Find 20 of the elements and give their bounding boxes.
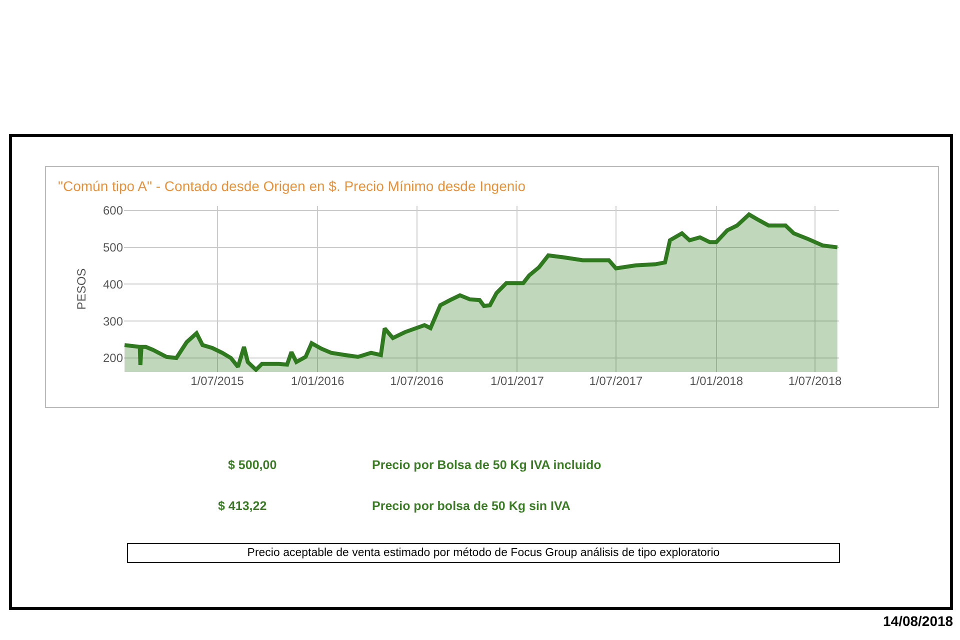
text: Precio por Bolsa de 50 Kg IVA incluido: [372, 458, 602, 472]
text: $ 413,22: [218, 499, 267, 513]
x-tick-label: 1/01/2016: [290, 374, 345, 388]
x-tick-label: 1/07/2016: [390, 374, 444, 388]
x-tick-label: 1/07/2017: [589, 374, 643, 388]
x-tick-label: 1/01/2018: [690, 374, 744, 388]
y-axis-title: PESOS: [74, 268, 88, 310]
y-tick-label: 500: [102, 240, 124, 255]
x-tick-label: 1/07/2015: [190, 374, 244, 388]
y-tick-label: 200: [102, 351, 124, 366]
x-tick-label: 1/01/2017: [490, 374, 544, 388]
y-tick-label: 400: [102, 277, 124, 292]
text: Precio aceptable de venta estimado por método de Focus Group análisis de tipo exploratorio: [247, 547, 720, 559]
y-tick-label: 600: [102, 204, 124, 218]
chart-title: "Común tipo A" - Contado desde Origen en $. Precio Mínimo desde Ingenio: [58, 178, 526, 194]
x-tick-label: 1/07/2018: [788, 374, 842, 388]
text: $ 500,00: [228, 458, 277, 472]
text: Precio por bolsa de 50 Kg sin IVA: [372, 499, 570, 513]
text: 14/08/2018: [883, 613, 954, 629]
y-tick-label: 300: [102, 314, 124, 328]
